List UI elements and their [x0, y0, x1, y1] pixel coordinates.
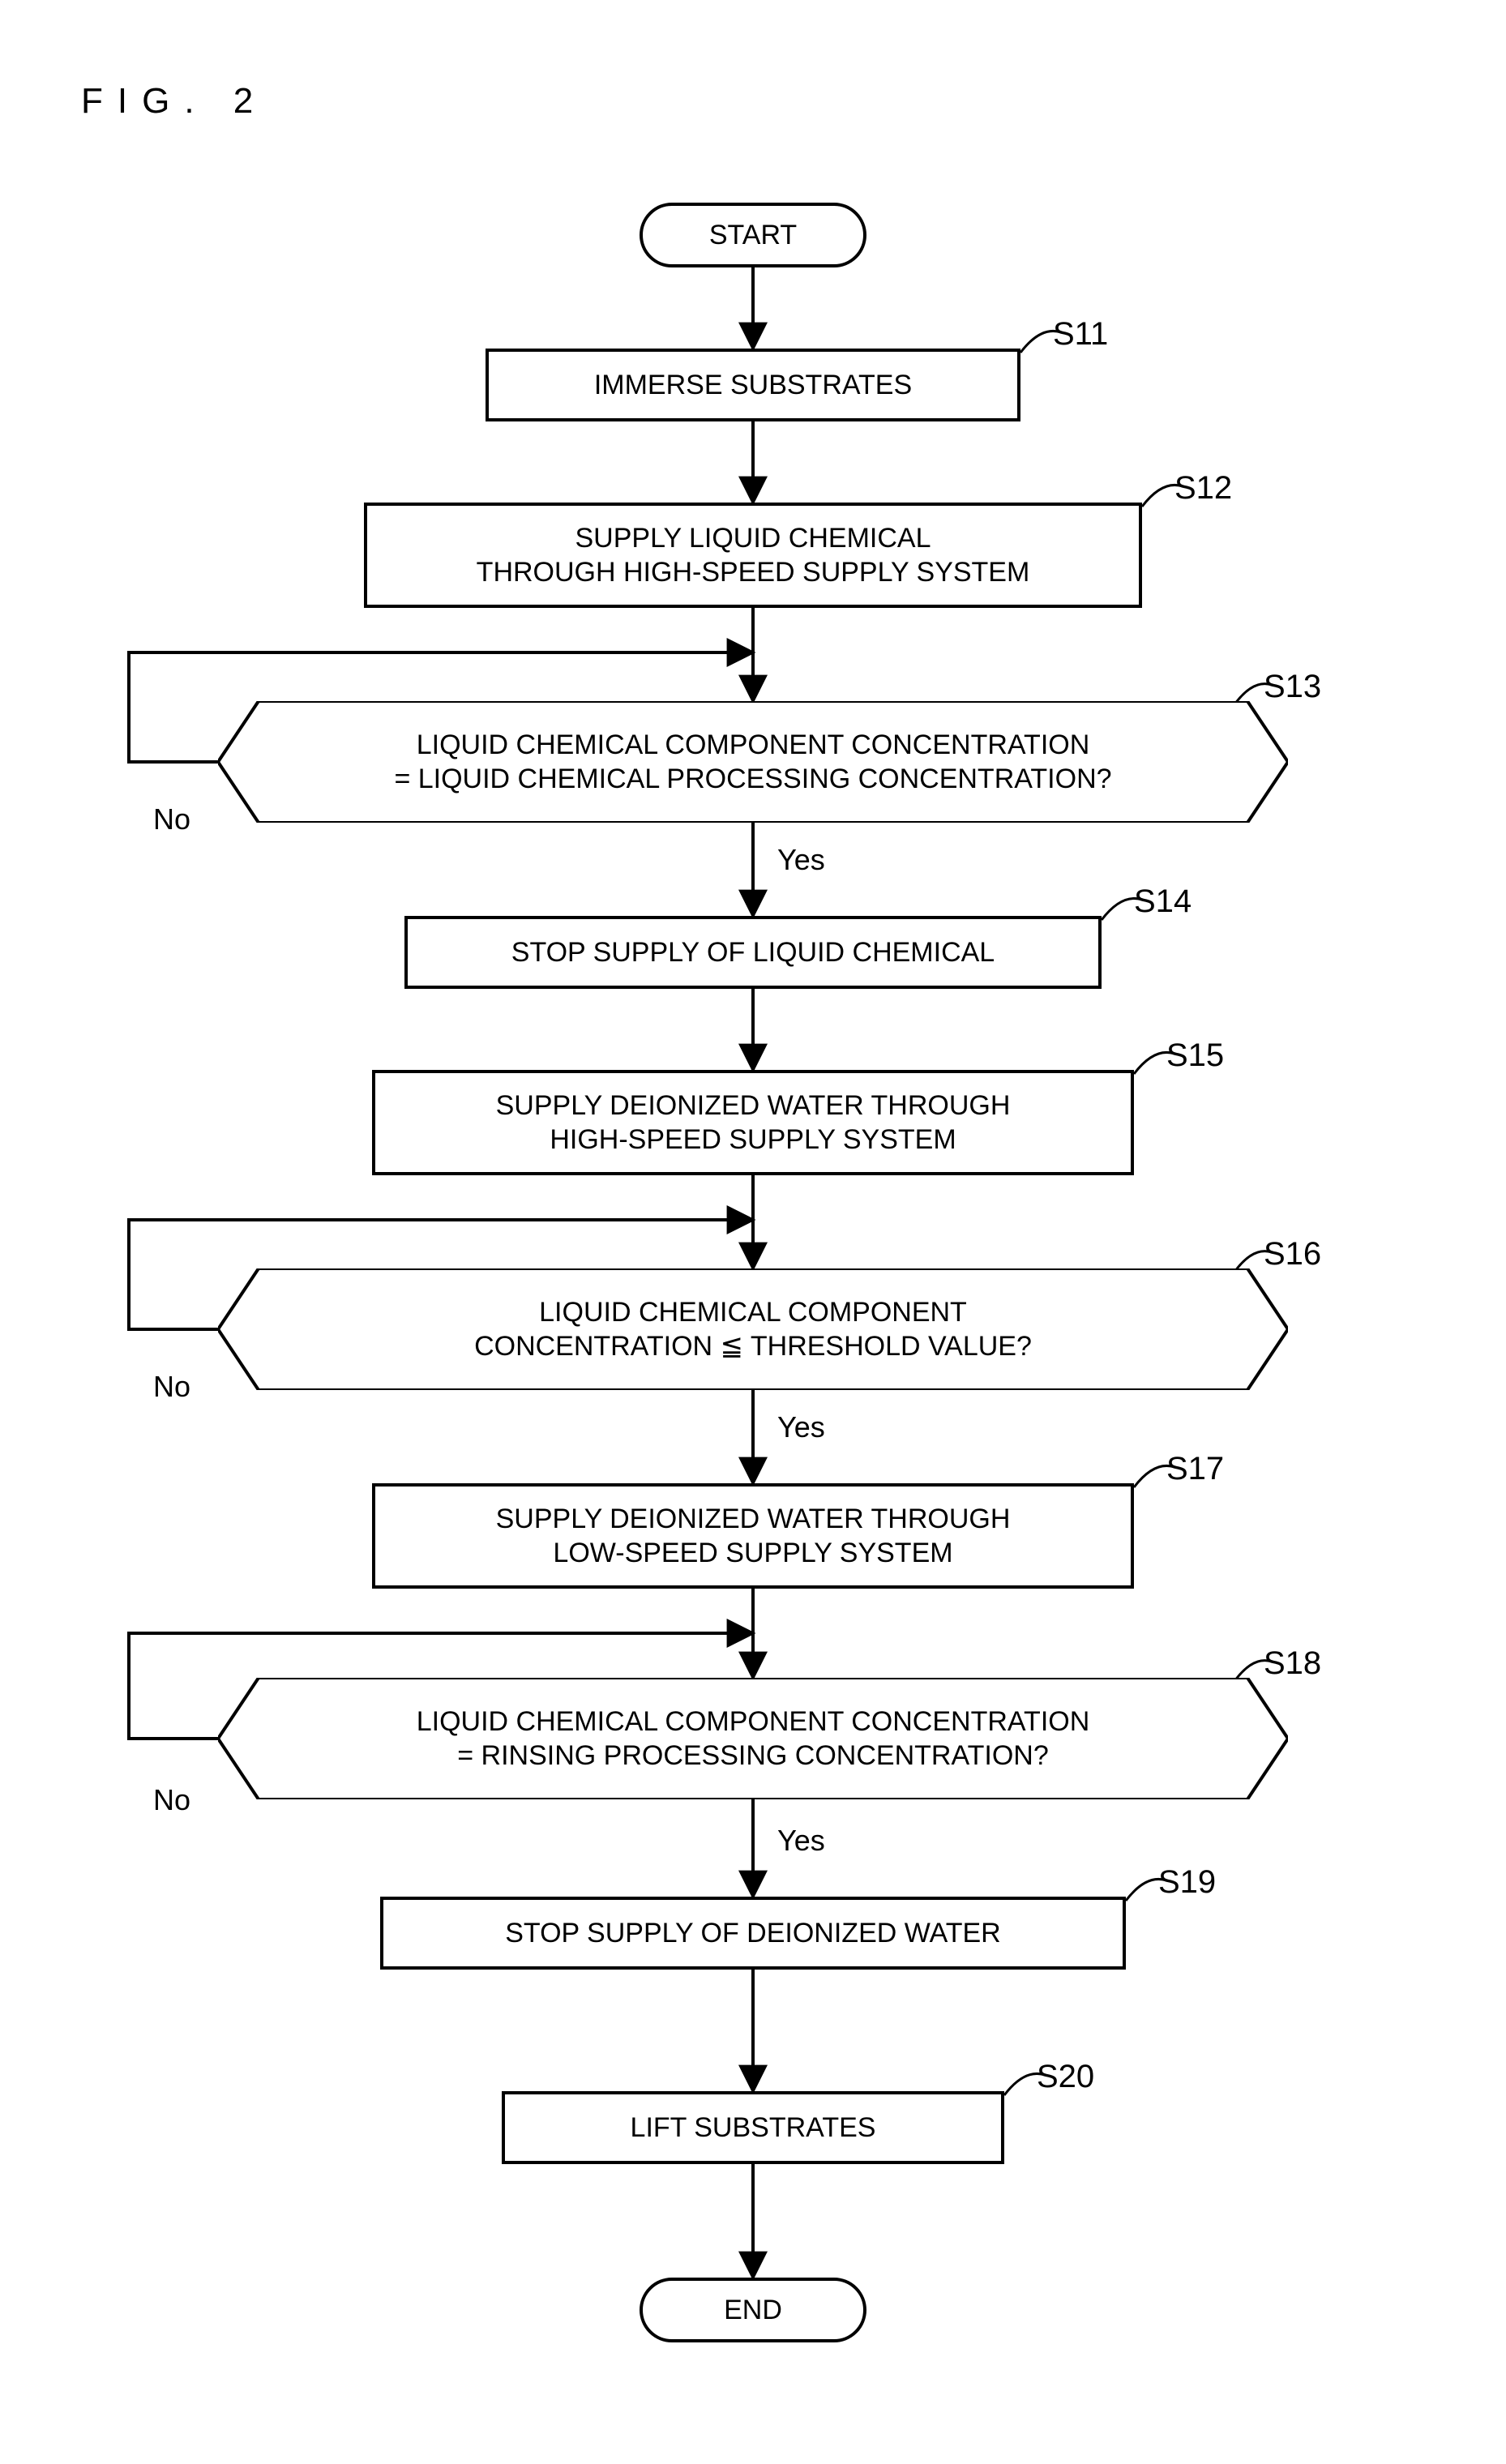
decision-S13: LIQUID CHEMICAL COMPONENT CONCENTRATION=… — [218, 701, 1288, 823]
yes-label-2: Yes — [777, 1410, 825, 1444]
no-label-1: No — [153, 802, 190, 836]
process-S19: STOP SUPPLY OF DEIONIZED WATER — [380, 1897, 1126, 1970]
process-S17: SUPPLY DEIONIZED WATER THROUGHLOW-SPEED … — [372, 1483, 1134, 1589]
process-S20: LIFT SUBSTRATES — [502, 2091, 1004, 2164]
terminal-end: END — [640, 2278, 866, 2342]
no-label-3: No — [153, 1370, 190, 1404]
step-label-S14: S14 — [1134, 883, 1192, 920]
decision-S16: LIQUID CHEMICAL COMPONENTCONCENTRATION ≦… — [218, 1268, 1288, 1390]
terminal-start: START — [640, 203, 866, 267]
step-label-S18: S18 — [1264, 1645, 1321, 1682]
step-label-S19: S19 — [1158, 1864, 1216, 1901]
step-label-S17: S17 — [1166, 1451, 1224, 1487]
flowchart-canvas: START END IMMERSE SUBSTRATES S11 SUPPLY LIQU… — [105, 203, 1401, 2391]
decision-text-S16: LIQUID CHEMICAL COMPONENTCONCENTRATION ≦… — [218, 1268, 1288, 1390]
process-S12: SUPPLY LIQUID CHEMICALTHROUGH HIGH-SPEED… — [364, 503, 1142, 608]
step-label-S16: S16 — [1264, 1236, 1321, 1273]
process-S14: STOP SUPPLY OF LIQUID CHEMICAL — [404, 916, 1102, 989]
decision-S18: LIQUID CHEMICAL COMPONENT CONCENTRATION=… — [218, 1678, 1288, 1799]
step-label-S11: S11 — [1053, 316, 1108, 353]
step-label-S20: S20 — [1037, 2059, 1094, 2095]
step-label-S13: S13 — [1264, 669, 1321, 705]
figure-title: FIG. 2 — [81, 81, 1474, 122]
process-S15: SUPPLY DEIONIZED WATER THROUGHHIGH-SPEED… — [372, 1070, 1134, 1175]
step-label-S15: S15 — [1166, 1037, 1224, 1074]
yes-label-4: Yes — [777, 1824, 825, 1858]
no-label-5: No — [153, 1783, 190, 1817]
decision-text-S18: LIQUID CHEMICAL COMPONENT CONCENTRATION=… — [218, 1678, 1288, 1799]
decision-text-S13: LIQUID CHEMICAL COMPONENT CONCENTRATION=… — [218, 701, 1288, 823]
yes-label-0: Yes — [777, 843, 825, 877]
step-label-S12: S12 — [1174, 470, 1232, 507]
process-S11: IMMERSE SUBSTRATES — [486, 349, 1020, 421]
